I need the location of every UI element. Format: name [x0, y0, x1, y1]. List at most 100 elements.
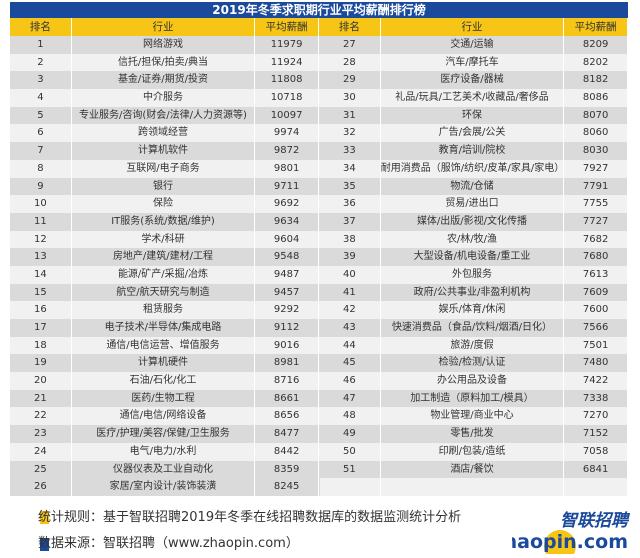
cell-industry: 物流/仓储: [381, 177, 565, 196]
blue-bullet-icon: [40, 538, 49, 551]
cell-industry: 租赁服务: [72, 301, 256, 319]
cell-industry: 电气/电力/水利: [72, 442, 256, 461]
cell-industry: 基金/证券/期货/投资: [72, 71, 256, 90]
cell-industry: 娱乐/体育/休闲: [381, 301, 565, 319]
cell-industry: 大型设备/机电设备/重工业: [381, 248, 565, 266]
cell-rank: 1: [10, 36, 72, 54]
cell-salary: 7152: [564, 425, 628, 443]
table-row: 1 网络游戏 11979 27 交通/运输 8209: [10, 36, 628, 54]
cell-rank: 2: [10, 53, 72, 72]
footer-source: 数据来源：智联招聘（www.zhaopin.com）: [38, 536, 299, 551]
cell-salary: 7791: [564, 177, 628, 196]
cell-rank: 14: [10, 265, 72, 284]
cell-rank: 47: [319, 389, 381, 408]
table-row: 15 航空/航天研究与制造 9457 41 政府/公共事业/非盈利机构 7609: [10, 283, 628, 302]
cell-salary: 9974: [255, 124, 319, 143]
cell-rank: 4: [10, 89, 72, 107]
cell-salary: 9548: [255, 248, 319, 266]
cell-industry: 电子技术/半导体/集成电路: [72, 319, 256, 337]
cell-salary: 8661: [255, 389, 319, 408]
cell-industry: 中介服务: [72, 89, 256, 107]
cell-salary: 8202: [564, 53, 628, 72]
cell-rank: 3: [10, 71, 72, 90]
cell-rank: 25: [10, 460, 72, 479]
cell-salary: 10718: [255, 89, 319, 107]
cell-salary: 9634: [255, 212, 319, 231]
table-row: 18 通信/电信运营、增值服务 9016 44 旅游/度假 7501: [10, 336, 628, 355]
cell-rank: 9: [10, 177, 72, 196]
cell-salary: 7755: [564, 195, 628, 213]
cell-industry: 学术/科研: [72, 230, 256, 249]
cell-industry: 医疗/护理/美容/保健/卫生服务: [72, 425, 256, 443]
cell-industry: 石油/石化/化工: [72, 372, 256, 390]
cell-industry: 贸易/进出口: [381, 195, 565, 213]
svg-text:zhaopin.com: zhaopin.com: [512, 531, 628, 553]
cell-industry: 广告/会展/公关: [381, 124, 565, 143]
cell-rank: 48: [319, 407, 381, 426]
table-row: 5 专业服务/咨询(财会/法律/人力资源等) 10097 31 环保 8070: [10, 106, 628, 125]
cell-industry: 快速消费品（食品/饮料/烟酒/日化）: [381, 319, 565, 337]
svg-text:智联招聘: 智联招聘: [560, 511, 630, 531]
cell-rank: 36: [319, 195, 381, 213]
table-row: 12 学术/科研 9604 38 农/林/牧/渔 7682: [10, 230, 628, 249]
cell-salary: 7338: [564, 389, 628, 408]
salary-ranking-table: 2019年冬季求职期行业平均薪酬排行榜 排名 行业 平均薪酬 排名 行业 平均薪…: [10, 2, 628, 496]
cell-industry: 互联网/电子商务: [72, 159, 256, 178]
header-salary: 平均薪酬: [255, 18, 319, 36]
cell-salary: 7727: [564, 212, 628, 231]
cell-salary: 9487: [255, 265, 319, 284]
cell-salary: 7501: [564, 336, 628, 355]
table-row: 22 通信/电信/网络设备 8656 48 物业管理/商业中心 7270: [10, 407, 628, 426]
header-rank: 排名: [10, 18, 72, 36]
cell-industry: 印刷/包装/造纸: [381, 442, 565, 461]
cell-rank: 19: [10, 354, 72, 373]
cell-salary: 11924: [255, 53, 319, 72]
table-row: 26 家居/室内设计/装饰装潢 8245: [10, 478, 628, 496]
cell-rank: 29: [319, 71, 381, 90]
cell-salary: 9457: [255, 283, 319, 302]
cell-salary: 7613: [564, 265, 628, 284]
cell-salary: 8182: [564, 71, 628, 90]
cell-rank: 40: [319, 265, 381, 284]
cell-industry: 跨领域经营: [72, 124, 256, 143]
cell-salary: 8245: [255, 478, 319, 496]
cell-industry: 医疗设备/器械: [381, 71, 565, 90]
cell-industry: 银行: [72, 177, 256, 196]
cell-rank: 44: [319, 336, 381, 355]
cell-rank: 31: [319, 106, 381, 125]
cell-industry: 房地产/建筑/建材/工程: [72, 248, 256, 266]
cell-salary: 8716: [255, 372, 319, 390]
cell-industry: 政府/公共事业/非盈利机构: [381, 283, 565, 302]
table-row: 17 电子技术/半导体/集成电路 9112 43 快速消费品（食品/饮料/烟酒/日化） 7…: [10, 319, 628, 337]
cell-salary: 8981: [255, 354, 319, 373]
cell-salary: 6841: [564, 460, 628, 479]
cell-rank: 34: [319, 159, 381, 178]
header-industry: 行业: [381, 18, 565, 36]
table-row: 6 跨领域经营 9974 32 广告/会展/公关 8060: [10, 124, 628, 143]
table-row: 16 租赁服务 9292 42 娱乐/体育/休闲 7600: [10, 301, 628, 319]
cell-salary: 7609: [564, 283, 628, 302]
cell-salary: 11808: [255, 71, 319, 90]
cell-rank: [319, 478, 381, 496]
cell-salary: [564, 478, 628, 496]
cell-industry: 医药/生物工程: [72, 389, 256, 408]
cell-salary: 7600: [564, 301, 628, 319]
cell-rank: 16: [10, 301, 72, 319]
cell-industry: 汽车/摩托车: [381, 53, 565, 72]
table-row: 3 基金/证券/期货/投资 11808 29 医疗设备/器械 8182: [10, 71, 628, 90]
cell-rank: 43: [319, 319, 381, 337]
cell-industry: 网络游戏: [72, 36, 256, 54]
cell-salary: 8209: [564, 36, 628, 54]
table-row: 4 中介服务 10718 30 礼品/玩具/工艺美术/收藏品/奢侈品 8086: [10, 89, 628, 107]
cell-industry: 教育/培训/院校: [381, 142, 565, 160]
table-row: 19 计算机硬件 8981 45 检验/检测/认证 7480: [10, 354, 628, 373]
cell-industry: 仪器仪表及工业自动化: [72, 460, 256, 479]
cell-industry: 通信/电信/网络设备: [72, 407, 256, 426]
cell-salary: 9801: [255, 159, 319, 178]
cell-salary: 7058: [564, 442, 628, 461]
cell-industry: 信托/担保/拍卖/典当: [72, 53, 256, 72]
table-row: 20 石油/石化/化工 8716 46 办公用品及设备 7422: [10, 372, 628, 390]
cell-industry: [381, 478, 565, 496]
cell-industry: 环保: [381, 106, 565, 125]
table-row: 24 电气/电力/水利 8442 50 印刷/包装/造纸 7058: [10, 442, 628, 461]
